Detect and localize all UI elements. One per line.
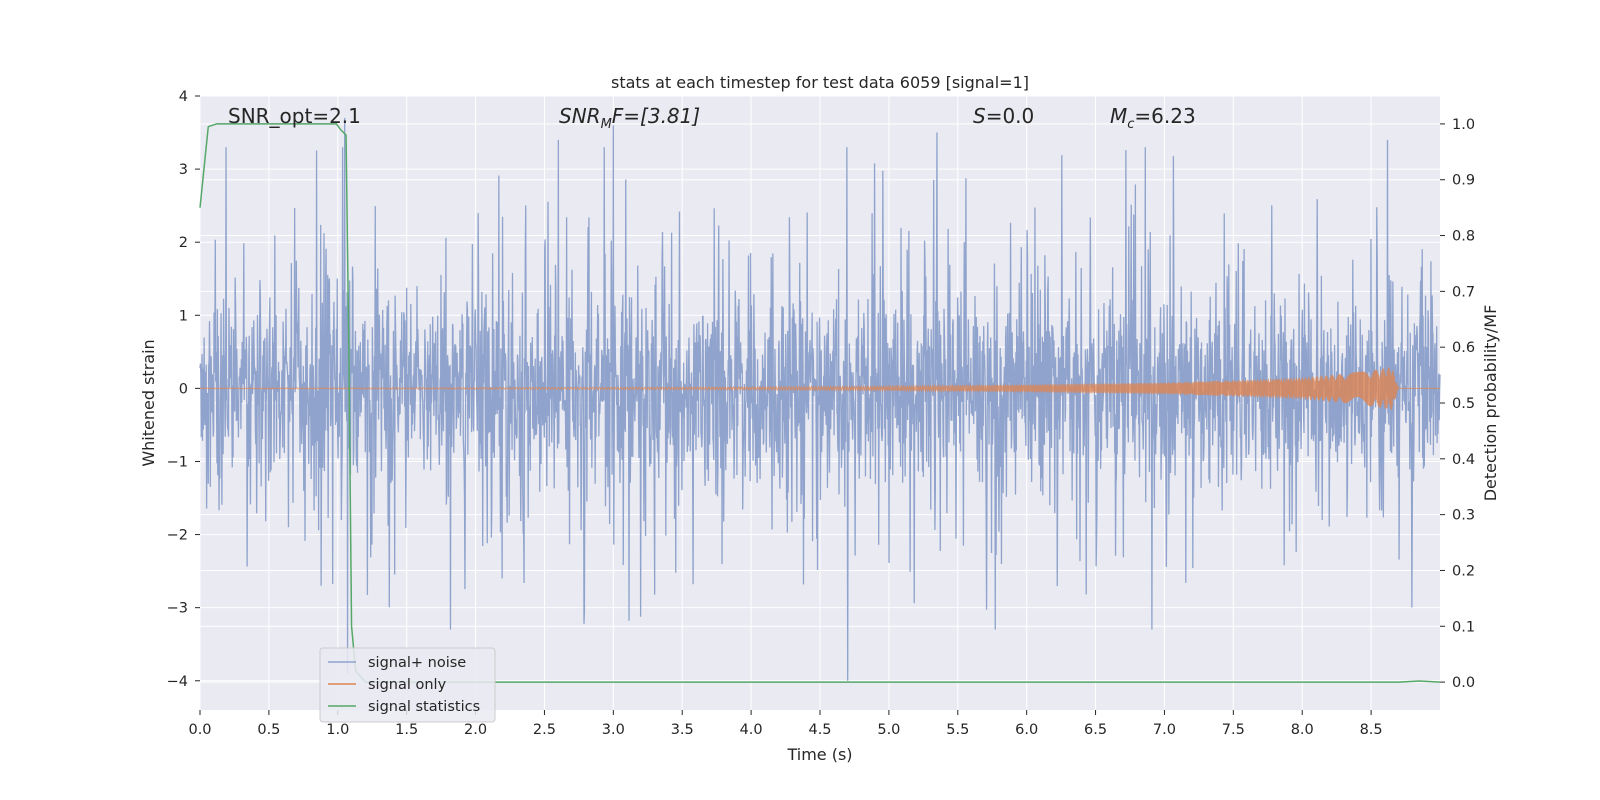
x-tick-label: 4.5 [808, 722, 831, 738]
y-right-tick-label: 0.7 [1452, 284, 1475, 300]
x-tick-label: 4.0 [740, 722, 763, 738]
series-signal-only [199, 367, 1440, 411]
y-tick-label: 4 [179, 89, 188, 105]
y-right-tick-label: 0.3 [1452, 508, 1475, 524]
y-axis-label: Whitened strain [139, 339, 158, 466]
x-tick-label: 6.0 [1015, 722, 1038, 738]
legend-label-signal-only: signal only [368, 677, 447, 693]
y-right-tick-label: 0.4 [1452, 452, 1475, 468]
y-tick-label: 0 [179, 381, 188, 397]
y-tick-label: −2 [167, 528, 188, 544]
y-right-tick-label: 0.0 [1452, 675, 1475, 691]
x-tick-label: 8.0 [1291, 722, 1314, 738]
y-tick-label: 1 [179, 308, 188, 324]
x-tick-label: 0.0 [188, 722, 211, 738]
x-tick-label: 7.5 [1222, 722, 1245, 738]
x-axis-label: Time (s) [786, 745, 852, 764]
y-right-tick-label: 0.9 [1452, 173, 1475, 189]
y-axis-right-label: Detection probability/MF [1481, 305, 1500, 502]
annotation-snr-mf: SNRMF=[3.81] [559, 104, 700, 132]
legend-label-signal-statistics: signal statistics [368, 699, 480, 715]
x-axis-ticks: 0.0 0.5 1.0 1.5 2.0 2.5 3.0 3.5 4.0 4.5 5.0 5.5 6.0 6… [188, 710, 1383, 738]
x-tick-label: 5.5 [946, 722, 969, 738]
legend: signal+ noise signal only signal statist… [319, 647, 496, 723]
y-right-tick-label: 0.8 [1452, 229, 1475, 245]
x-tick-label: 1.0 [326, 722, 349, 738]
x-tick-label: 3.0 [602, 722, 625, 738]
data-layer [199, 117, 1441, 683]
y-tick-label: 3 [179, 162, 188, 178]
y-axis-right-ticks: 0.0 0.1 0.2 0.3 0.4 0.5 0.6 0.7 0.8 0.9 1.0 [1440, 117, 1475, 691]
chart-title: stats at each timestep for test data 605… [611, 73, 1029, 92]
y-right-tick-label: 0.5 [1452, 396, 1475, 412]
x-tick-label: 8.5 [1360, 722, 1383, 738]
annotation-s: S=0.0 [973, 104, 1034, 128]
y-right-tick-label: 0.2 [1452, 563, 1475, 579]
x-tick-label: 6.5 [1084, 722, 1107, 738]
y-tick-label: −3 [167, 601, 188, 617]
y-tick-label: −1 [167, 454, 188, 470]
annotation-snr-opt: SNR_opt=2.1 [228, 104, 361, 128]
x-tick-label: 2.0 [464, 722, 487, 738]
y-right-tick-label: 0.6 [1452, 340, 1475, 356]
x-tick-label: 5.0 [877, 722, 900, 738]
y-tick-label: 2 [179, 235, 188, 251]
y-axis-ticks: −4 −3 −2 −1 0 1 2 3 4 [167, 89, 200, 690]
legend-box [319, 647, 496, 723]
x-tick-label: 1.5 [395, 722, 418, 738]
x-tick-label: 3.5 [671, 722, 694, 738]
x-tick-label: 0.5 [257, 722, 280, 738]
x-tick-label: 2.5 [533, 722, 556, 738]
series-signal-statistics [199, 123, 1441, 683]
y-right-tick-label: 1.0 [1452, 117, 1475, 133]
x-tick-label: 7.0 [1153, 722, 1176, 738]
y-right-tick-label: 0.1 [1452, 619, 1475, 635]
y-tick-label: −4 [167, 674, 188, 690]
annotation-mc: Mc=6.23 [1110, 104, 1196, 132]
legend-label-signal-noise: signal+ noise [368, 655, 466, 671]
